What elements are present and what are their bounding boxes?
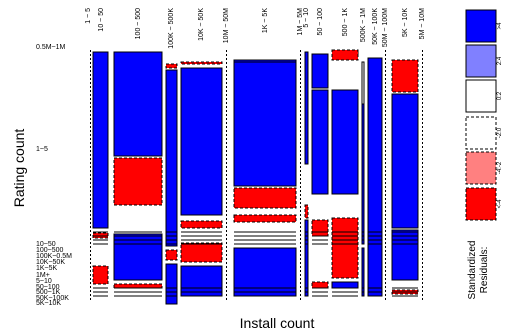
legend-label: <-4 xyxy=(497,199,503,209)
x-axis-label: Install count xyxy=(240,315,315,331)
x-tick-label: 100K ~ 500K xyxy=(168,8,175,49)
column-11 xyxy=(361,61,365,297)
mosaic-cell xyxy=(113,233,163,281)
y-tick-label: 5~10 xyxy=(36,278,52,285)
column-6 xyxy=(233,59,297,297)
y-tick-label: 10K~50K xyxy=(36,259,65,266)
mosaic-cell xyxy=(331,49,359,61)
column-4 xyxy=(180,61,223,297)
mosaic-cell xyxy=(361,61,365,105)
x-tick-label: 5 ~ 10 xyxy=(303,8,310,28)
mosaic-cell xyxy=(331,217,359,279)
x-tick-label: 1 ~ 5 xyxy=(85,8,92,24)
mosaic-cell xyxy=(311,281,329,289)
column-10 xyxy=(331,49,359,297)
column-2 xyxy=(113,51,163,297)
legend-swatch xyxy=(465,79,497,113)
column-8 xyxy=(304,51,309,297)
legend-label: -4:-2 xyxy=(497,161,503,174)
mosaic-cell xyxy=(113,157,163,206)
mosaic-cell xyxy=(391,229,419,281)
column-labels: 1 ~ 5 10 ~ 50 100 ~ 500 100K ~ 500K 10K ~ 50… xyxy=(85,8,426,49)
legend-label: 0:2 xyxy=(497,91,503,100)
x-tick-label: 50M ~ 100M xyxy=(382,8,389,47)
mosaic-cell xyxy=(180,67,223,216)
y-axis-label: Rating count xyxy=(11,129,27,208)
column-14 xyxy=(391,59,419,297)
mosaic-cell xyxy=(165,63,178,69)
x-tick-label: 10K ~ 50K xyxy=(198,8,205,41)
legend-swatch xyxy=(465,44,497,78)
mosaic-cell xyxy=(165,69,178,247)
mosaic-cell xyxy=(113,283,163,289)
y-tick-label: 0.5M~1M xyxy=(36,44,66,51)
legend-swatch xyxy=(465,187,497,221)
mosaic-cell xyxy=(233,187,297,209)
y-tick-label: 1M+ xyxy=(36,272,50,279)
x-tick-label: 50 ~ 100 xyxy=(317,8,324,36)
x-tick-label: 1M ~ 5M xyxy=(297,8,304,36)
y-tick-label: 5K~10K xyxy=(36,300,61,307)
x-tick-label: 1K ~ 5K xyxy=(262,8,269,33)
legend-label: >4 xyxy=(497,22,503,30)
column-12 xyxy=(367,57,383,297)
mosaic-cell xyxy=(92,265,109,285)
legend: >4 2:4 0:2 -2:0 -4:-2 <-4 xyxy=(465,9,503,221)
mosaic-cell xyxy=(311,89,329,195)
x-tick-label: 5K ~ 10K xyxy=(402,8,409,37)
y-tick-label: 500~1K xyxy=(36,289,61,296)
mosaic-cell xyxy=(92,51,109,229)
legend-label: 2:4 xyxy=(497,56,503,65)
mosaic-cell xyxy=(304,219,309,297)
mosaic-cell xyxy=(233,61,297,187)
mosaic-cell xyxy=(180,242,223,263)
mosaic-cell xyxy=(165,249,178,261)
y-tick-label: 50K~100K xyxy=(36,295,69,302)
mosaic-cell xyxy=(367,57,383,297)
y-tick-label: 100~500 xyxy=(36,247,64,254)
mosaic-cell xyxy=(331,89,359,195)
x-tick-label: 500 ~ 1K xyxy=(342,8,349,37)
y-tick-label: 1~5 xyxy=(36,146,48,153)
mosaic-cell xyxy=(233,247,297,297)
legend-swatch xyxy=(465,116,497,150)
column-9 xyxy=(311,53,329,297)
y-tick-label: 1K~5K xyxy=(36,265,58,272)
legend-label: -2:0 xyxy=(497,127,503,138)
row-labels: 0.5M~1M 1~5 10~50100~500100K~0.5M10K~50K1K… xyxy=(36,44,72,307)
y-tick-label: 100K~0.5M xyxy=(36,253,72,260)
mosaic-cells xyxy=(90,49,423,305)
mosaic-cell xyxy=(311,53,329,89)
column-1 xyxy=(92,51,109,297)
column-3 xyxy=(165,63,178,305)
mosaic-cell xyxy=(361,247,365,297)
mosaic-cell xyxy=(331,281,359,289)
mosaic-cell xyxy=(391,93,419,229)
mosaic-cell xyxy=(233,214,297,223)
x-tick-label: 5M ~ 10M xyxy=(419,8,426,39)
x-tick-label: 10M ~ 50M xyxy=(223,8,230,43)
x-tick-label: 10 ~ 50 xyxy=(98,8,105,32)
mosaic-cell xyxy=(180,265,223,297)
x-tick-label: 500K ~ 1M xyxy=(360,8,367,42)
y-tick-label: 10~50 xyxy=(36,241,56,248)
mosaic-cell xyxy=(304,51,309,165)
x-tick-label: 100 ~ 500 xyxy=(135,8,142,39)
mosaic-cell xyxy=(180,220,223,229)
mosaic-cell xyxy=(361,103,365,245)
x-tick-label: 50K ~ 100K xyxy=(372,8,379,45)
mosaic-cell xyxy=(113,51,163,157)
y-tick-label: 50~100 xyxy=(36,284,60,291)
legend-title-line1: Standardized xyxy=(467,241,478,300)
legend-swatch xyxy=(465,151,497,185)
mosaic-cell xyxy=(311,219,329,237)
mosaic-cell xyxy=(165,263,178,305)
mosaic-cell xyxy=(391,59,419,93)
mosaic-cell xyxy=(180,61,223,65)
mosaic-cell xyxy=(304,204,309,219)
legend-swatch xyxy=(465,9,497,43)
legend-title-line2: Residuals: xyxy=(479,247,490,294)
